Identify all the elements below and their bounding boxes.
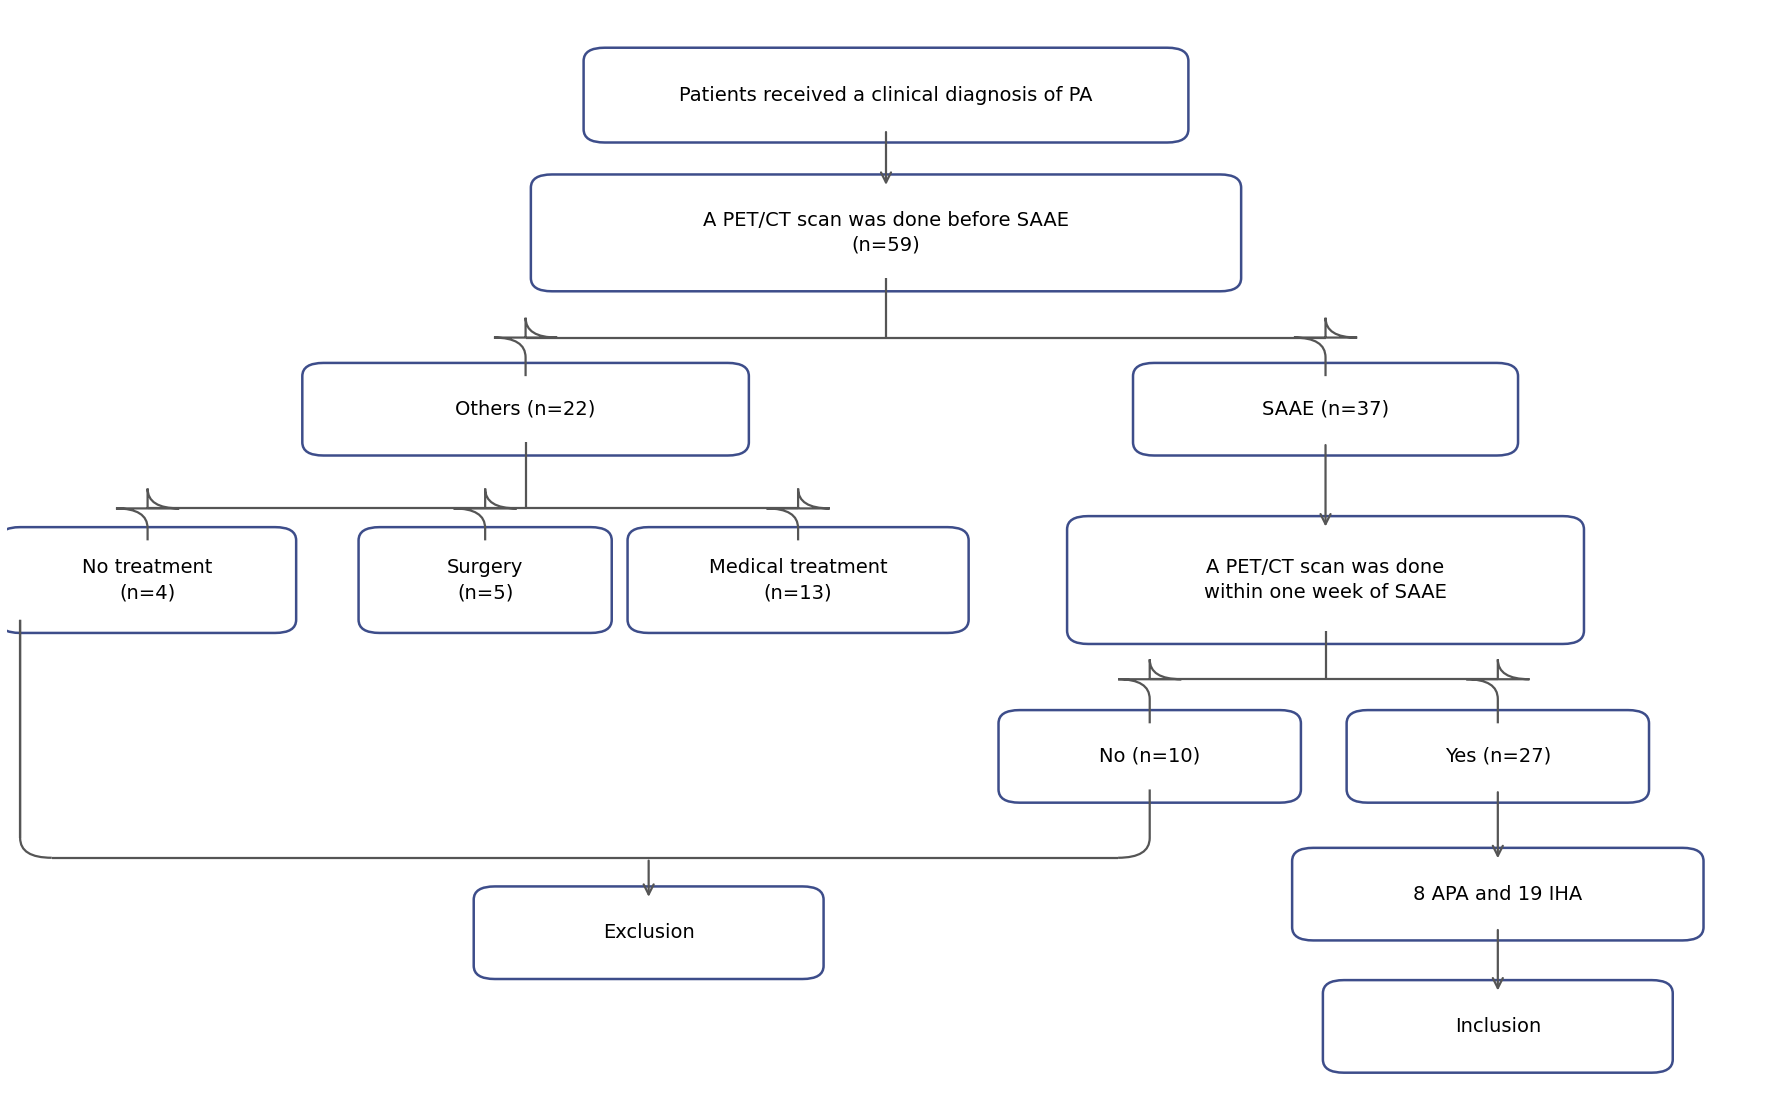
FancyBboxPatch shape (0, 527, 296, 633)
Text: Others (n=22): Others (n=22) (455, 400, 595, 418)
FancyBboxPatch shape (473, 886, 824, 979)
Text: A PET/CT scan was done
within one week of SAAE: A PET/CT scan was done within one week o… (1205, 558, 1448, 602)
FancyBboxPatch shape (1324, 980, 1673, 1072)
FancyBboxPatch shape (1347, 710, 1650, 802)
FancyBboxPatch shape (532, 174, 1240, 291)
FancyBboxPatch shape (998, 710, 1301, 802)
Text: Medical treatment
(n=13): Medical treatment (n=13) (709, 558, 888, 602)
FancyBboxPatch shape (1067, 516, 1584, 644)
FancyBboxPatch shape (1292, 848, 1703, 941)
Text: No (n=10): No (n=10) (1099, 747, 1200, 766)
FancyBboxPatch shape (583, 48, 1189, 143)
Text: 8 APA and 19 IHA: 8 APA and 19 IHA (1414, 885, 1582, 904)
Text: SAAE (n=37): SAAE (n=37) (1262, 400, 1389, 418)
FancyBboxPatch shape (627, 527, 969, 633)
Text: Exclusion: Exclusion (602, 923, 695, 942)
FancyBboxPatch shape (358, 527, 611, 633)
Text: Inclusion: Inclusion (1455, 1017, 1542, 1036)
Text: A PET/CT scan was done before SAAE
(n=59): A PET/CT scan was done before SAAE (n=59… (703, 211, 1069, 254)
Text: Yes (n=27): Yes (n=27) (1444, 747, 1550, 766)
FancyBboxPatch shape (303, 363, 750, 455)
Text: Surgery
(n=5): Surgery (n=5) (447, 558, 523, 602)
Text: No treatment
(n=4): No treatment (n=4) (83, 558, 213, 602)
FancyBboxPatch shape (1132, 363, 1519, 455)
Text: Patients received a clinical diagnosis of PA: Patients received a clinical diagnosis o… (679, 86, 1093, 105)
